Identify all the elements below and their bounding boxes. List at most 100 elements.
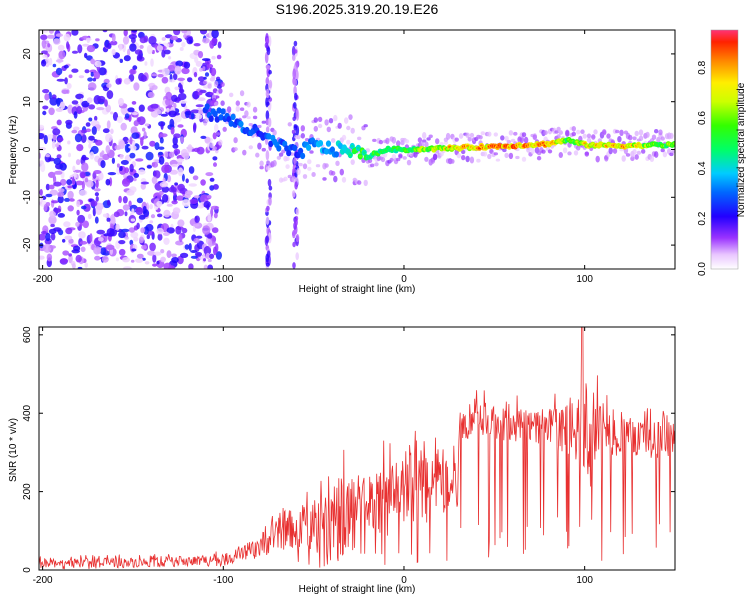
spectrogram-ridge-cell [317,140,324,147]
spectrogram-cell [173,73,178,81]
spectrogram-cell [202,225,211,235]
spectrogram-cell [84,69,90,74]
spectrogram-cell [106,228,115,237]
spectrogram-cell [210,67,217,77]
spectrogram-cell [179,47,184,51]
spectrogram-cell [110,128,114,135]
spectrogram-cell [129,68,137,75]
spectrogram-cell [106,217,111,222]
spectrogram-cell [90,71,94,77]
spectrogram-cell [266,205,270,212]
spectrogram-cell [139,44,144,49]
spectrogram-cell [638,135,644,142]
spectrogram-cell [124,143,130,153]
spectrogram-cell [146,44,153,55]
spectrogram-cell [662,151,668,158]
spectrogram-cell [487,153,492,160]
spectrogram-cell [46,34,56,39]
spectrogram-cell [81,157,89,161]
spectrogram-cell [669,152,674,157]
spectrogram-cell [197,76,205,82]
spectrogram-cell [57,195,64,204]
spectrogram-cell [432,153,438,160]
spectrogram-x-tick-label: 0 [401,274,407,285]
spectrogram-cell [199,67,203,72]
spectrogram-cell [185,190,193,196]
spectrogram-cell [46,134,54,140]
spectrogram-cell [82,220,90,229]
spectrogram-cell [79,221,83,227]
spectrogram-cell [119,58,124,64]
spectrogram-cell [136,54,143,61]
spectrogram-cell [89,151,95,160]
spectrogram-cell [91,126,97,135]
spectrogram-cell [76,200,81,208]
spectrogram-cell [188,183,197,187]
spectrogram-ridge-cell [204,103,210,110]
spectrogram-cell [567,151,572,156]
spectrogram-cell [136,253,144,259]
spectrogram-cell [195,113,203,120]
colorbar-tick-label: 0.4 [697,161,708,175]
spectrogram-cell [443,140,449,145]
spectrogram-cell [50,232,56,241]
spectrogram-cell [129,163,134,173]
spectrogram-cell [48,215,57,225]
spectrogram-cell [77,266,83,269]
spectrogram-cell [372,138,377,142]
spectrogram-cell [189,198,198,204]
spectrogram-cell [469,156,475,164]
spectrogram-cell [84,177,89,183]
spectrogram-cell [508,152,514,160]
spectrogram-cell [131,112,138,116]
spectrogram-cell [135,158,144,162]
spectrogram-cell [156,200,163,207]
spectrogram-cell [207,258,212,263]
spectrogram-cell [252,115,258,120]
spectrogram-cell [461,149,466,155]
spectrogram-cell [83,203,91,212]
spectrogram-cell [68,74,73,79]
spectrogram-cell [130,259,135,263]
spectrogram-cell [105,104,112,113]
spectrogram-cell [170,163,179,168]
spectrogram-cell [129,43,137,52]
spectrogram-cell [124,113,130,119]
spectrogram-cell [120,122,127,131]
spectrogram-cell [266,262,270,267]
spectrogram-cell [339,168,344,176]
spectrogram-cell [55,67,63,76]
spectrogram-cell [40,34,48,41]
spectrogram-cell [295,234,300,243]
spectrogram-cell [136,197,143,204]
spectrogram-y-tick-label: -20 [22,237,33,252]
spectrogram-cell [197,51,204,59]
spectrogram-cell [153,251,162,256]
spectrogram-cell [267,178,272,187]
spectrogram-cell [133,82,140,91]
spectrogram-y-ticks: -20 -10 0 10 20 [22,48,675,252]
spectrogram-cell [175,60,184,67]
spectrogram-cell [39,201,42,205]
spectrogram-ridge-cell [333,151,339,158]
spectrogram-cell [532,134,537,141]
spectrogram-cell [315,164,321,168]
spectrogram-cell [197,204,204,209]
spectrogram-cell [118,240,126,245]
spectrogram-cell [140,74,147,82]
spectrogram-ridge-cell [329,146,335,153]
spectrogram-cell [202,37,210,44]
spectrogram-cell [48,57,53,66]
spectrogram-cell [134,49,143,55]
spectrogram-cell [554,130,559,134]
spectrogram-cell [207,83,212,89]
spectrogram-cell [106,120,111,129]
spectrogram-cell [157,194,161,200]
spectrogram-cell [156,44,164,52]
spectrogram-cell [445,132,451,140]
spectrogram-cell [42,110,47,116]
spectrogram-cell [591,134,596,140]
spectrogram-cell [140,181,150,185]
spectrogram-cell [135,258,144,263]
spectrogram-cell [222,126,227,132]
